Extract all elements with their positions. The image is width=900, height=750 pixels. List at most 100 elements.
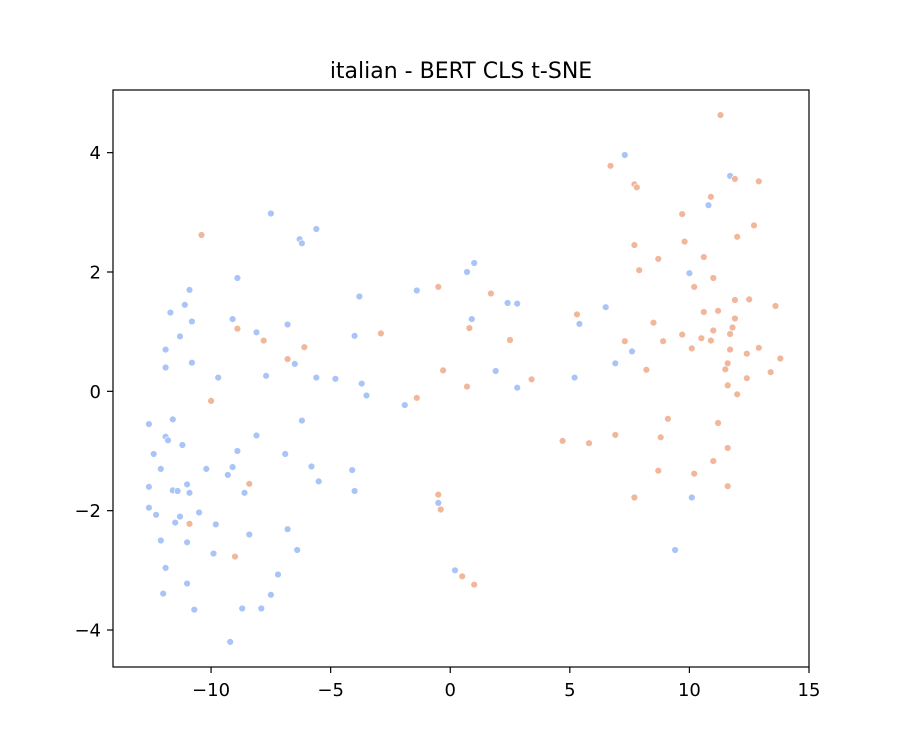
- scatter-point: [688, 493, 696, 502]
- scatter-point: [159, 589, 167, 598]
- y-tick-label: −2: [74, 501, 101, 522]
- y-tick-label: 2: [90, 262, 101, 283]
- scatter-point: [731, 314, 739, 323]
- x-tick-label: −5: [317, 680, 344, 701]
- scatter-point: [161, 564, 170, 572]
- scatter-point: [145, 483, 153, 491]
- scatter-point: [707, 336, 715, 345]
- scatter-point: [678, 330, 686, 339]
- scatter-point: [161, 363, 170, 372]
- scatter-point: [183, 480, 191, 489]
- scatter-point: [468, 315, 476, 323]
- scatter-point: [656, 433, 665, 441]
- scatter-point: [659, 337, 667, 345]
- scatter-point: [197, 231, 206, 239]
- scatter-point: [178, 441, 187, 449]
- scatter-point: [176, 332, 184, 341]
- scatter-point: [731, 296, 739, 304]
- scatter-point: [776, 354, 784, 363]
- scatter-point: [690, 283, 698, 291]
- scatter-point: [664, 415, 672, 423]
- y-tick-label: 4: [90, 143, 101, 164]
- scatter-point: [274, 570, 282, 579]
- scatter-point: [315, 477, 323, 486]
- scatter-point: [733, 390, 741, 398]
- scatter-point: [575, 320, 584, 328]
- points-layer: [145, 111, 784, 646]
- scatter-point: [298, 416, 306, 425]
- scatter-point: [723, 444, 732, 452]
- scatter-point: [755, 177, 763, 186]
- scatter-point: [470, 580, 478, 589]
- scatter-point: [463, 382, 471, 391]
- scatter-point: [358, 379, 366, 388]
- scatter-point: [743, 374, 751, 382]
- scatter-point: [771, 302, 780, 310]
- scatter-point: [766, 368, 775, 376]
- scatter-point: [723, 482, 732, 490]
- scatter-point: [267, 591, 275, 599]
- scatter-point: [745, 295, 753, 304]
- scatter-point: [628, 347, 636, 356]
- scatter-point: [750, 221, 758, 230]
- scatter-point: [293, 546, 301, 554]
- scatter-point: [291, 360, 299, 368]
- scatter-point: [350, 332, 359, 340]
- scatter-point: [654, 255, 662, 263]
- scatter-point: [728, 323, 737, 332]
- scatter-point: [487, 289, 495, 298]
- scatter-point: [245, 480, 254, 488]
- scatter-point: [260, 336, 268, 345]
- scatter-point: [312, 373, 320, 382]
- scatter-point: [252, 431, 261, 440]
- scatter-point: [649, 319, 658, 327]
- scatter-point: [601, 303, 610, 311]
- scatter-point: [606, 162, 615, 170]
- scatter-point: [214, 373, 222, 382]
- scatter-point: [173, 487, 182, 495]
- scatter-point: [281, 450, 289, 458]
- scatter-point: [240, 489, 249, 497]
- scatter-point: [283, 320, 292, 329]
- scatter-point: [283, 355, 292, 363]
- scatter-point: [704, 201, 713, 209]
- scatter-point: [161, 345, 170, 354]
- x-tick-label: 10: [678, 680, 701, 701]
- scatter-point: [185, 520, 194, 528]
- scatter-point: [671, 546, 679, 554]
- scatter-point: [726, 345, 734, 354]
- scatter-point: [252, 328, 261, 336]
- scatter-point: [233, 325, 242, 333]
- scatter-point: [212, 520, 220, 529]
- scatter-point: [413, 286, 421, 295]
- scatter-point: [714, 419, 722, 427]
- scatter-point: [707, 193, 715, 201]
- scatter-point: [723, 381, 732, 390]
- scatter-point: [527, 375, 536, 384]
- scatter-point: [439, 366, 447, 375]
- scatter-point: [190, 605, 199, 614]
- scatter-point: [164, 436, 172, 444]
- scatter-point: [755, 344, 763, 352]
- scatter-point: [434, 499, 442, 507]
- scatter-point: [690, 470, 698, 478]
- scatter-point: [611, 431, 619, 439]
- scatter-point: [176, 512, 184, 521]
- x-tick-label: 0: [445, 680, 456, 701]
- scatter-point: [298, 239, 306, 248]
- scatter-point: [458, 572, 466, 580]
- scatter-point: [630, 241, 639, 249]
- scatter-point: [437, 505, 445, 514]
- y-axis: −4 −2 0 2 4: [74, 143, 113, 642]
- scatter-point: [434, 490, 442, 499]
- scatter-point: [169, 415, 177, 424]
- scatter-point: [233, 447, 242, 455]
- scatter-point: [731, 175, 739, 183]
- scatter-point: [350, 487, 359, 495]
- x-tick-label: −10: [192, 680, 230, 701]
- scatter-point: [171, 518, 179, 527]
- scatter-point: [621, 151, 629, 159]
- scatter-point: [700, 253, 708, 261]
- scatter-point: [231, 552, 239, 561]
